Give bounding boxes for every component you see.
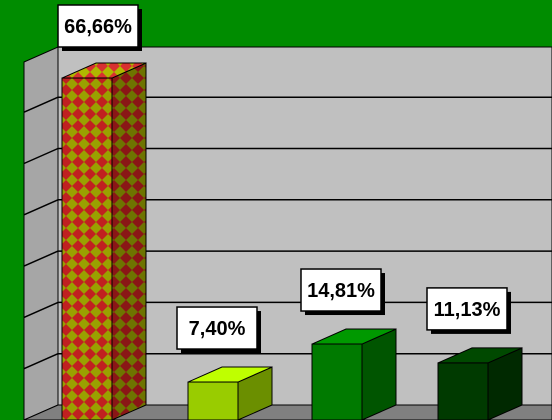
chart-floor [23,404,552,420]
gridline-side [23,250,59,267]
data-label-text: 7,40% [189,318,246,340]
bar-top [437,347,523,364]
gridline-side [23,96,59,113]
gridline-side [23,301,59,319]
bar-top [61,62,147,79]
data-label-text: 14,81% [307,280,375,302]
data-label: 66,66% [57,4,142,51]
bar-side [111,62,147,420]
gridline-side [23,199,59,216]
bar-side [361,328,397,420]
bar-front [437,362,489,420]
bar-3 [311,328,397,420]
gridline-side [23,353,59,370]
bar-top [187,366,273,383]
bar-2 [187,366,273,420]
bar-4 [437,347,523,420]
bars [61,62,552,420]
bar-top [311,328,397,345]
data-label-text: 11,13% [434,299,501,321]
bar-1 [61,62,147,420]
data-label: 11,13% [426,287,511,334]
bar-front [187,381,239,420]
bar-front [61,77,113,420]
data-label: 7,40% [176,306,261,354]
data-label: 14,81% [300,268,385,316]
bar-front [311,343,363,420]
gridline-side [23,147,59,165]
data-label-text: 66,66% [64,16,132,38]
side-wall [23,46,59,420]
data-labels: 66,66% 7,40% 14,81% 11,13% [57,4,511,354]
